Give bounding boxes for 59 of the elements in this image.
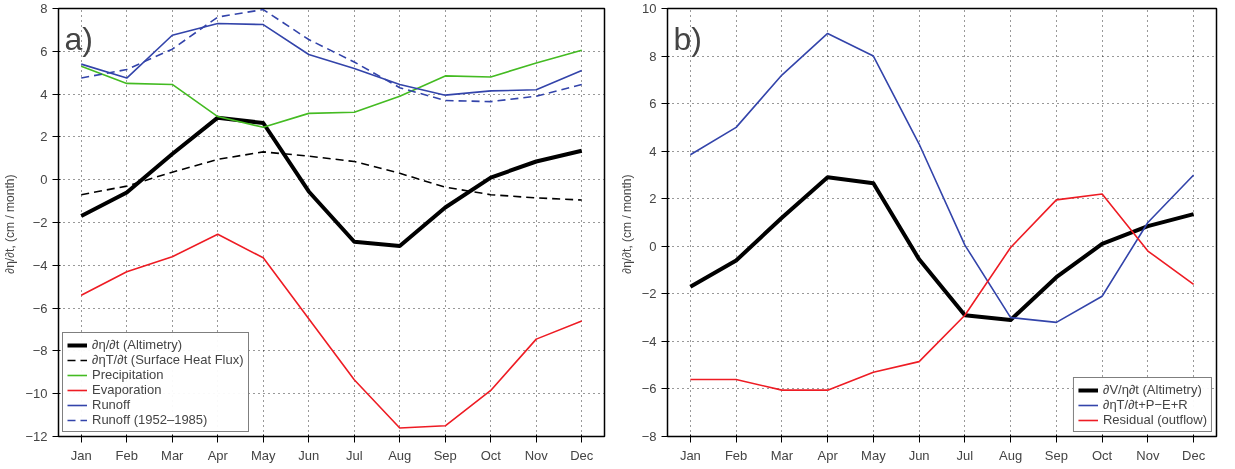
x-tick-label: Jan <box>70 447 92 463</box>
x-tick-label: Nov <box>524 447 549 463</box>
y-tick-label: 2 <box>40 129 48 145</box>
y-tick-label: 4 <box>40 86 48 102</box>
y-tick-label: 4 <box>649 143 657 159</box>
y-tick-label: −6 <box>641 381 657 397</box>
y-tick-label: 8 <box>649 48 657 64</box>
x-tick-label: Mar <box>161 447 185 463</box>
x-tick-label: Oct <box>480 447 502 463</box>
y-tick-label: −10 <box>25 386 48 402</box>
x-tick-label: Nov <box>1136 447 1160 463</box>
y-tick-label: −4 <box>641 333 657 349</box>
annotation: a) <box>64 20 93 57</box>
y-tick-label: −2 <box>641 286 657 302</box>
y-axis-title: ∂η/∂t, (cm / month) <box>3 174 18 274</box>
x-tick-label: Jun <box>908 447 930 463</box>
x-tick-label: Apr <box>207 447 229 463</box>
y-tick-label: 8 <box>40 1 48 16</box>
legend-label: ∂η/∂t (Altimetry) <box>92 337 183 352</box>
y-tick-label: 0 <box>40 172 48 188</box>
y-tick-label: −6 <box>32 300 48 316</box>
x-tick-label: Feb <box>724 447 748 463</box>
legend-label: ∂ηT/∂t+P−E+R <box>1102 397 1188 412</box>
x-tick-label: Aug <box>388 447 412 463</box>
x-tick-label: Sep <box>1044 447 1068 463</box>
legend-label: Evaporation <box>92 382 162 397</box>
x-tick-label: Sep <box>433 447 457 463</box>
legend-label: Runoff (1952–1985) <box>92 412 208 427</box>
x-tick-label: Oct <box>1092 447 1113 463</box>
x-tick-label: May <box>250 447 277 463</box>
y-tick-label: −8 <box>641 429 657 444</box>
line-series <box>80 233 583 429</box>
y-tick-label: −2 <box>32 215 48 230</box>
x-tick-label: Jan <box>679 447 701 463</box>
legend-label: ∂V/η∂t (Altimetry) <box>1102 382 1202 397</box>
x-tick-label: Jun <box>298 447 320 463</box>
x-tick-label: Jul <box>956 447 974 463</box>
y-tick-label: 6 <box>649 96 657 112</box>
legend-label: Residual (outflow) <box>1102 412 1207 427</box>
y-tick-label: 2 <box>649 191 657 207</box>
legend-label: ∂ηT/∂t (Surface Heat Flux) <box>92 352 244 367</box>
annotation: b) <box>673 20 702 57</box>
y-tick-label: −8 <box>32 343 48 359</box>
y-tick-label: 0 <box>649 238 657 254</box>
y-tick-label: 6 <box>40 43 48 59</box>
x-tick-label: May <box>861 447 887 463</box>
y-tick-label: −4 <box>32 257 48 273</box>
x-tick-label: Jul <box>345 447 363 463</box>
x-tick-label: Feb <box>115 447 138 463</box>
legend-label: Precipitation <box>92 367 164 382</box>
y-tick-label: −12 <box>25 429 48 444</box>
x-tick-label: Apr <box>817 447 839 463</box>
legend-label: Runoff <box>92 397 131 412</box>
y-axis-title: ∂η/∂t, (cm / month) <box>619 174 634 274</box>
x-tick-label: Mar <box>770 447 794 463</box>
y-tick-label: 10 <box>642 1 657 16</box>
x-tick-label: Dec <box>570 447 594 463</box>
x-tick-label: Dec <box>1182 447 1206 463</box>
x-tick-label: Aug <box>999 447 1023 463</box>
